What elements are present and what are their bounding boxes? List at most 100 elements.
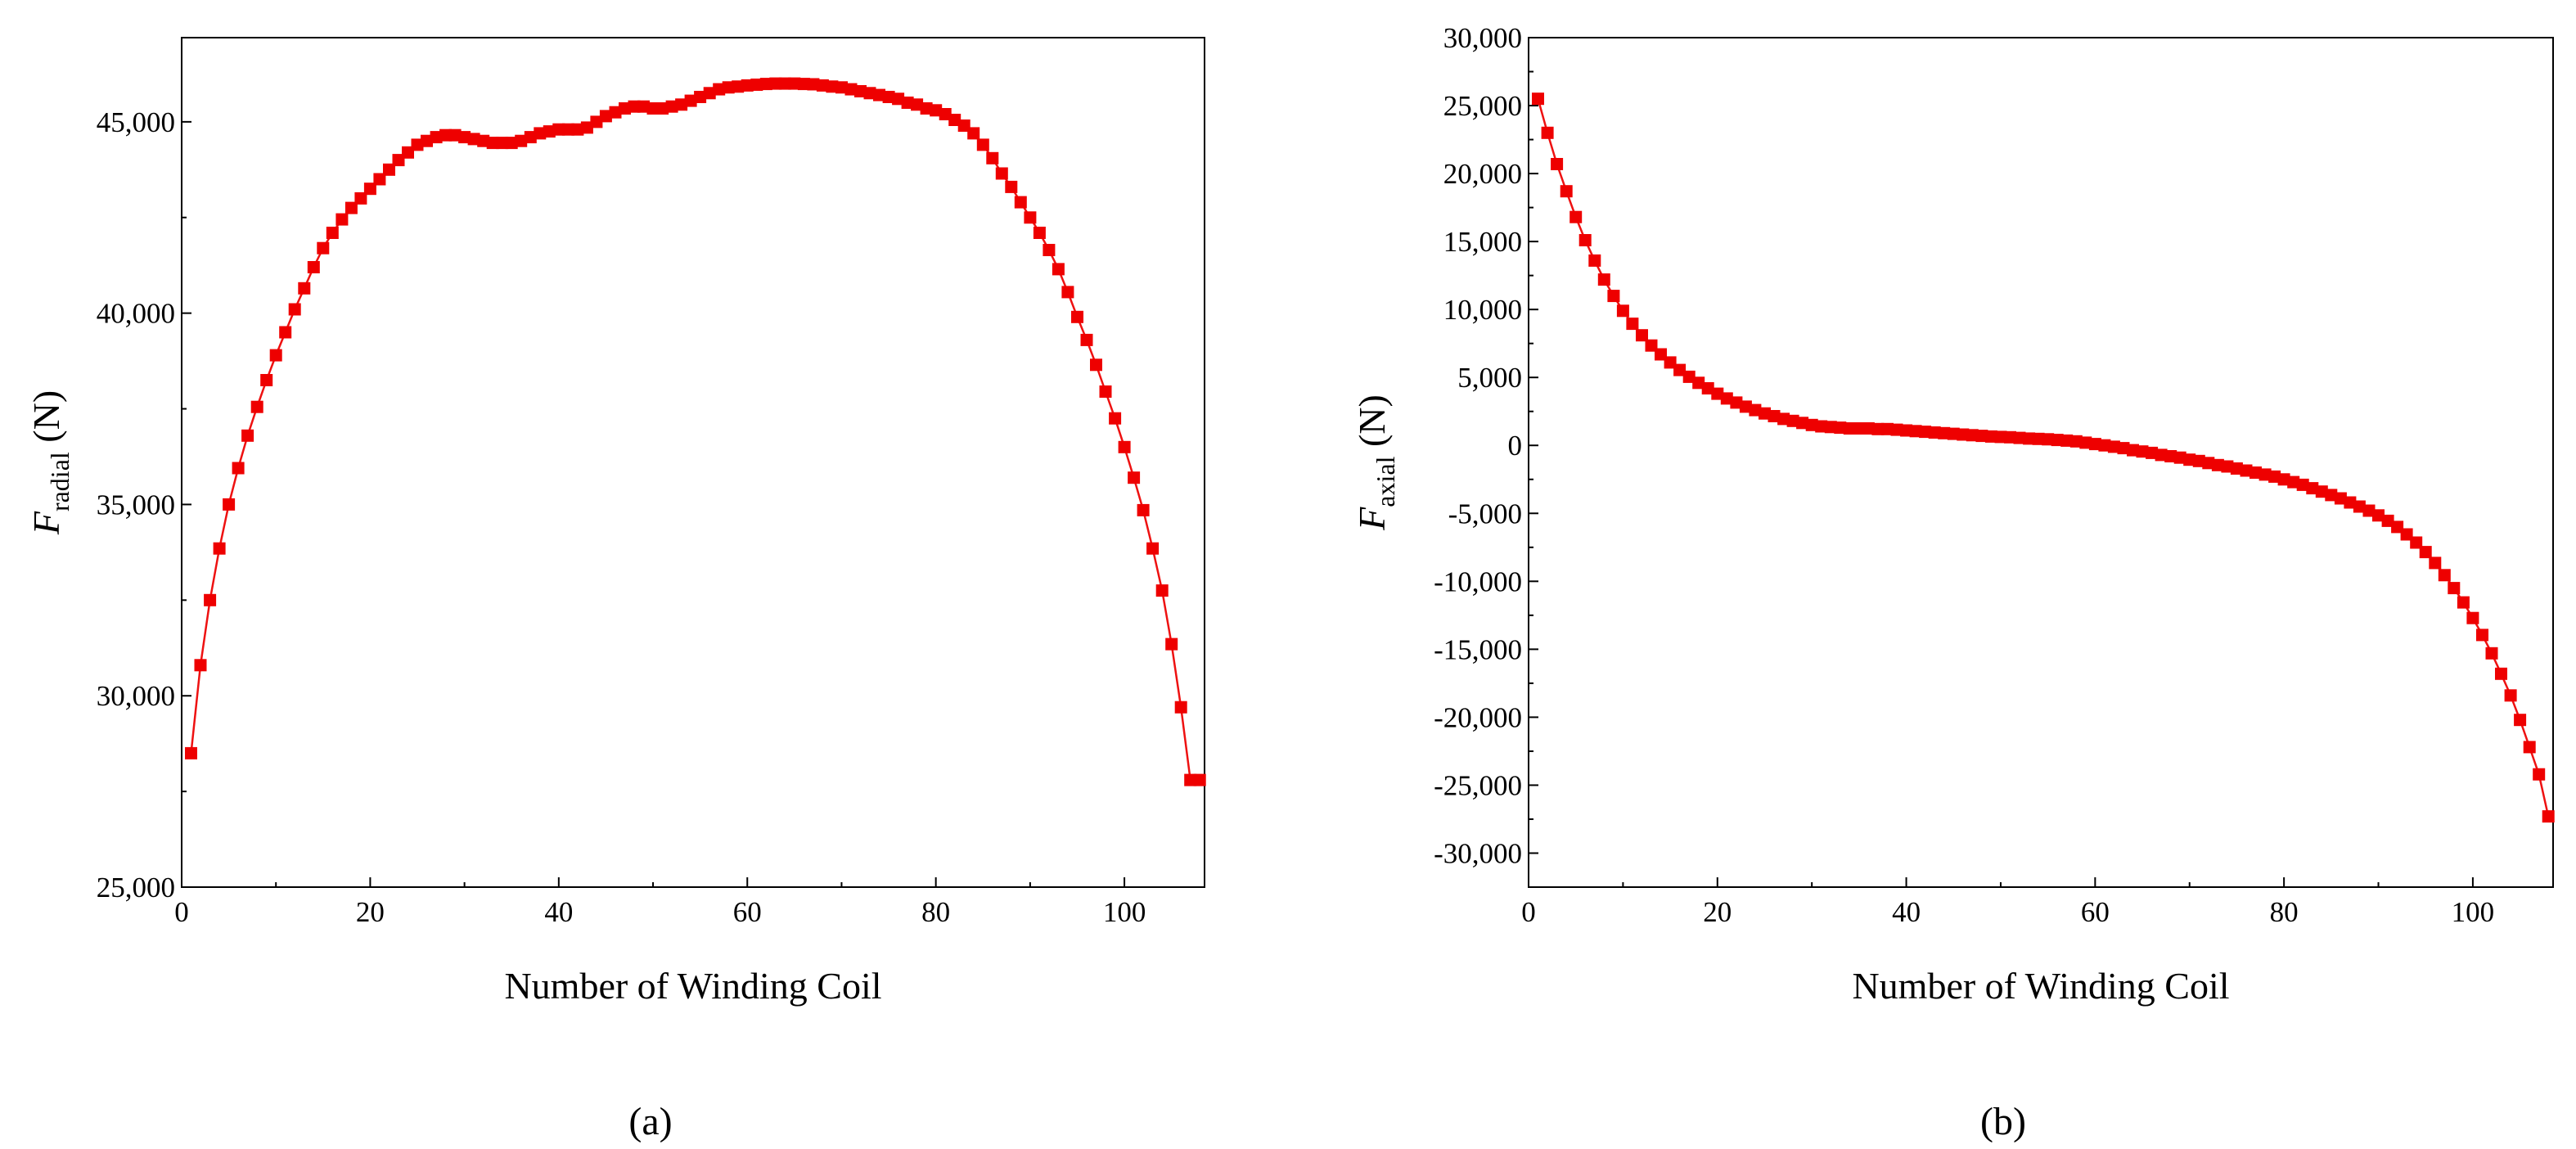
data-point-b bbox=[2381, 514, 2394, 527]
data-point-a bbox=[288, 303, 301, 316]
series-markers-b bbox=[1532, 92, 2555, 823]
x-tick-label-a: 40 bbox=[544, 896, 573, 928]
data-point-b bbox=[2277, 473, 2290, 486]
data-point-b bbox=[1909, 425, 1922, 438]
data-point-a bbox=[279, 326, 292, 339]
data-point-b bbox=[2504, 689, 2517, 702]
data-point-a bbox=[646, 102, 660, 115]
data-point-b bbox=[2542, 810, 2555, 823]
data-point-a bbox=[571, 123, 584, 136]
x-axis-title-a: Number of Winding Coil bbox=[504, 965, 881, 1007]
data-point-b bbox=[2051, 434, 2064, 447]
y-tick-label-b: -30,000 bbox=[1434, 837, 1522, 869]
y-tick-label-b: 10,000 bbox=[1443, 294, 1522, 326]
data-point-a bbox=[430, 131, 443, 144]
data-point-a bbox=[326, 227, 339, 239]
data-point-b bbox=[1739, 400, 1752, 413]
x-tick-label-a: 60 bbox=[733, 896, 762, 928]
data-point-b bbox=[1957, 428, 1970, 441]
data-point-a bbox=[363, 182, 376, 196]
data-point-b bbox=[2183, 453, 2196, 466]
data-point-a bbox=[250, 400, 263, 413]
data-point-b bbox=[2296, 478, 2309, 491]
data-point-a bbox=[1080, 333, 1093, 346]
data-point-a bbox=[1071, 310, 1083, 323]
data-point-a bbox=[392, 154, 405, 167]
data-point-a bbox=[854, 85, 867, 97]
data-point-b bbox=[1947, 427, 1960, 440]
data-point-a bbox=[477, 134, 490, 147]
data-point-b bbox=[2023, 432, 2036, 445]
series-markers-a bbox=[185, 77, 1206, 786]
data-point-b bbox=[2004, 430, 2016, 444]
data-point-a bbox=[1165, 638, 1178, 651]
data-point-a bbox=[373, 173, 386, 186]
data-point-a bbox=[1090, 358, 1102, 372]
data-point-a bbox=[732, 80, 745, 93]
data-point-b bbox=[2353, 500, 2366, 513]
data-point-b bbox=[1597, 273, 1610, 286]
data-point-a bbox=[561, 123, 574, 136]
data-point-b bbox=[2344, 496, 2357, 509]
data-point-a bbox=[411, 138, 424, 151]
data-point-b bbox=[2400, 528, 2413, 541]
data-point-a bbox=[835, 81, 848, 94]
x-tick-label-a: 0 bbox=[174, 896, 189, 928]
data-point-a bbox=[628, 100, 641, 113]
data-point-b bbox=[1919, 426, 1932, 439]
data-point-a bbox=[957, 119, 971, 132]
y-tick-label-b: -25,000 bbox=[1434, 769, 1522, 801]
data-point-a bbox=[505, 137, 518, 150]
data-point-a bbox=[675, 98, 688, 111]
data-point-b bbox=[1682, 370, 1696, 383]
data-point-a bbox=[788, 77, 801, 90]
data-point-a bbox=[486, 137, 499, 150]
data-point-a bbox=[552, 123, 565, 136]
data-point-b bbox=[2098, 439, 2111, 452]
data-point-b bbox=[2325, 489, 2338, 502]
data-point-b bbox=[2088, 438, 2101, 451]
data-point-a bbox=[892, 92, 905, 106]
data-point-b bbox=[2107, 440, 2120, 453]
data-point-b bbox=[1720, 392, 1733, 405]
data-point-b bbox=[2514, 714, 2527, 727]
data-point-a bbox=[1014, 196, 1027, 209]
data-point-a bbox=[1184, 773, 1197, 786]
data-point-a bbox=[402, 146, 414, 159]
x-tick-label-b: 40 bbox=[1892, 896, 1921, 928]
data-point-a bbox=[515, 134, 528, 147]
data-point-a bbox=[713, 83, 726, 96]
data-point-a bbox=[543, 125, 556, 138]
data-point-b bbox=[2315, 485, 2328, 498]
data-point-b bbox=[2221, 460, 2234, 473]
data-point-a bbox=[1146, 542, 1160, 555]
y-axis-title-main-a: F bbox=[25, 511, 67, 535]
data-point-b bbox=[1853, 422, 1866, 435]
data-point-a bbox=[354, 192, 367, 205]
data-point-b bbox=[1862, 422, 1875, 435]
y-tick-label-b: -10,000 bbox=[1434, 565, 1522, 597]
data-point-b bbox=[2249, 466, 2262, 479]
data-point-b bbox=[1843, 422, 1856, 435]
axis-ticks-a bbox=[181, 120, 1126, 888]
axis-tick-labels-a: 0 20 40 60 80 100 25,000 30,000 35,000 40,000 45,0… bbox=[97, 106, 1146, 928]
data-point-a bbox=[1024, 211, 1037, 224]
y-tick-label-a: 30,000 bbox=[97, 680, 175, 712]
data-point-b bbox=[2173, 451, 2186, 464]
data-point-a bbox=[750, 79, 763, 91]
data-point-b bbox=[1881, 422, 1894, 435]
data-point-b bbox=[1938, 426, 1951, 439]
x-tick-label-b: 60 bbox=[2081, 896, 2110, 928]
data-point-b bbox=[2211, 458, 2224, 471]
data-point-a bbox=[882, 91, 895, 103]
y-axis-title-a: Fradial (N) bbox=[25, 390, 74, 535]
data-point-b bbox=[1636, 329, 1648, 342]
data-point-a bbox=[1061, 286, 1074, 299]
data-point-b bbox=[1900, 424, 1913, 437]
data-point-b bbox=[2202, 457, 2215, 470]
data-point-a bbox=[797, 78, 810, 91]
data-point-b bbox=[1701, 382, 1714, 394]
data-point-a bbox=[920, 102, 933, 115]
data-point-a bbox=[637, 100, 650, 113]
